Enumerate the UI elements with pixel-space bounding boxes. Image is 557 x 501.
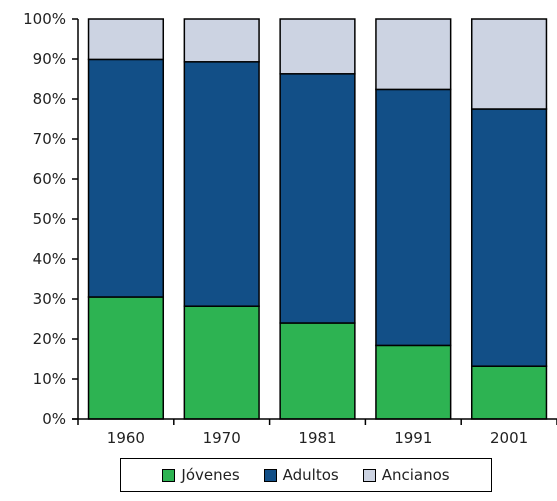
bar-ancianos-2001 — [470, 18, 548, 110]
x-tick-label: 1981 — [298, 429, 336, 447]
y-tick-label: 100% — [23, 10, 66, 28]
y-tick-label: 70% — [33, 130, 66, 148]
bar-adultos-1960 — [87, 58, 165, 298]
legend-swatch-ancianos — [362, 468, 376, 482]
legend-item-adultos: Adultos — [263, 466, 339, 484]
y-tick-label: 0% — [42, 410, 66, 428]
y-tick-label: 50% — [33, 210, 66, 228]
x-axis-ticks: 1960 1970 1981 1991 2001 — [77, 419, 557, 447]
legend: Jóvenes Adultos Ancianos — [120, 458, 492, 492]
x-tick-label: 2001 — [490, 429, 528, 447]
bar-adultos-1991 — [375, 88, 452, 347]
x-tick-label: 1991 — [394, 429, 432, 447]
bar-jovenes-1991 — [375, 344, 452, 420]
bar-adultos-2001 — [470, 108, 548, 367]
legend-label-ancianos: Ancianos — [381, 466, 450, 484]
bar-ancianos-1960 — [87, 18, 165, 61]
legend-label-jovenes: Jóvenes — [181, 466, 240, 484]
bar-adultos-1981 — [279, 73, 356, 324]
legend-label-adultos: Adultos — [282, 466, 339, 484]
bar-jovenes-1970 — [183, 305, 260, 420]
bar-ancianos-1970 — [183, 18, 260, 63]
y-tick-label: 80% — [33, 90, 66, 108]
y-tick-label: 40% — [33, 250, 66, 268]
legend-swatch-jovenes — [162, 468, 176, 482]
legend-item-ancianos: Ancianos — [362, 466, 450, 484]
y-tick-label: 30% — [33, 290, 66, 308]
y-axis-ticks: 0% 10% 20% 30% 40% 50% 60% 70% 80% 90% 100% — [23, 10, 78, 428]
y-tick-label: 20% — [33, 330, 66, 348]
bar-ancianos-1981 — [279, 18, 356, 75]
legend-swatch-adultos — [263, 468, 277, 482]
bar-jovenes-2001 — [470, 365, 548, 420]
bar-adultos-1970 — [183, 61, 260, 307]
bars — [87, 18, 548, 420]
y-tick-label: 10% — [33, 370, 66, 388]
x-tick-label: 1970 — [203, 429, 241, 447]
bar-jovenes-1981 — [279, 322, 356, 420]
bar-ancianos-1991 — [375, 18, 452, 91]
legend-item-jovenes: Jóvenes — [162, 466, 240, 484]
x-tick-label: 1960 — [107, 429, 145, 447]
y-tick-label: 90% — [33, 50, 66, 68]
bar-jovenes-1960 — [87, 296, 165, 420]
y-tick-label: 60% — [33, 170, 66, 188]
